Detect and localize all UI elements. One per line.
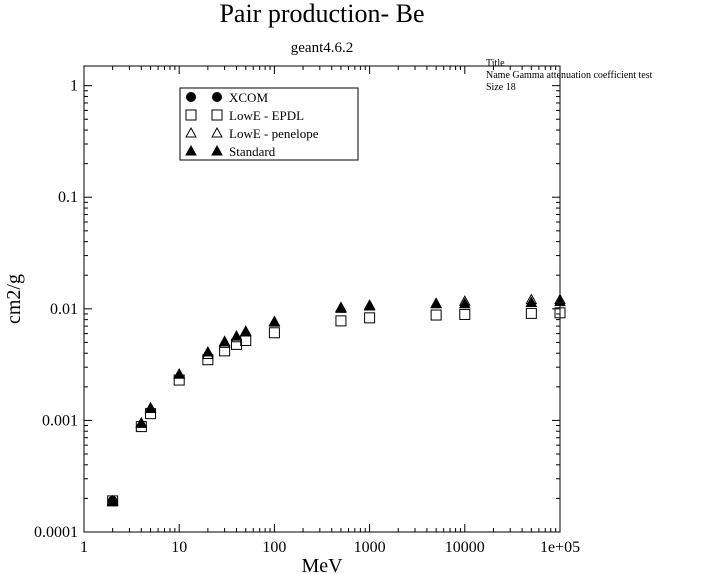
y-axis: 0.0001 0.001 0.01 0.1 1: [34, 78, 560, 541]
x-axis: 1 10 100 1000 10000 1e+05: [80, 66, 580, 556]
legend-marker-standard: [185, 144, 197, 156]
legend-marker-lowe-penelope: [185, 126, 197, 138]
legend-label-lowe-epdl: LowE - EPDL: [229, 108, 304, 123]
data-point-standard: [335, 302, 347, 313]
y-tick-label: 0.0001: [34, 524, 78, 541]
data-point-lowe-epdl: [430, 309, 442, 321]
legend-label-standard: Standard: [229, 144, 276, 159]
data-point-standard: [144, 401, 157, 413]
data-point-standard: [363, 299, 376, 311]
data-point-lowe-epdl: [525, 307, 537, 319]
data-point-standard: [173, 368, 186, 379]
data-point-standard: [106, 494, 119, 506]
y-axis-label: cm2/g: [3, 274, 25, 324]
x-axis-label: MeV: [301, 555, 343, 574]
data-point-standard: [202, 346, 214, 357]
y-tick-label: 1: [70, 78, 78, 95]
data-point-lowe-epdl: [231, 338, 243, 350]
data-point-standard: [458, 297, 471, 309]
legend: XCOM LowE - EPDL LowE - penelope Standard: [179, 87, 359, 161]
y-tick-label: 0.1: [58, 189, 78, 206]
annotation-line: Name Gamma attenuation coefficient test: [486, 70, 653, 81]
data-point-lowe-epdl: [335, 315, 347, 327]
y-tick-label: 0.01: [50, 301, 78, 318]
data-marks: [106, 293, 566, 507]
data-point-standard: [135, 416, 148, 428]
data-point-standard: [525, 296, 538, 307]
annotation-line: Title: [486, 58, 505, 69]
legend-marker-xcom: [186, 92, 196, 102]
legend-marker-lowe-penelope: [211, 126, 223, 138]
y-tick-label: 0.001: [42, 412, 78, 429]
x-tick-label: 1000: [354, 539, 386, 556]
chart-subtitle: geant4.6.2: [291, 40, 353, 56]
data-point-standard: [239, 325, 252, 336]
annotation-line: Size 18: [486, 82, 516, 93]
data-point-standard: [218, 335, 231, 346]
data-point-standard: [430, 297, 442, 309]
legend-marker-lowe-epdl: [185, 109, 197, 121]
legend-marker-lowe-epdl: [211, 109, 223, 121]
x-tick-label: 10000: [445, 539, 485, 556]
x-tick-label: 100: [262, 539, 286, 556]
data-point-lowe-epdl: [364, 312, 376, 324]
data-point-standard: [230, 330, 243, 341]
x-tick-label: 1e+05: [540, 539, 580, 556]
data-point-standard: [554, 295, 566, 307]
legend-label-lowe-penelope: LowE - penelope: [229, 126, 319, 141]
data-point-lowe-epdl: [459, 308, 471, 320]
data-point-lowe-epdl: [554, 307, 566, 319]
x-tick-label: 1: [80, 539, 88, 556]
data-point-lowe-epdl: [268, 327, 280, 339]
chart-title: Pair production- Be: [219, 0, 424, 28]
data-point-standard: [268, 315, 281, 326]
legend-marker-standard: [211, 144, 223, 156]
legend-frame: [179, 87, 359, 161]
legend-marker-xcom: [212, 92, 222, 102]
legend-label-xcom: XCOM: [229, 90, 268, 105]
x-tick-label: 10: [171, 539, 187, 556]
